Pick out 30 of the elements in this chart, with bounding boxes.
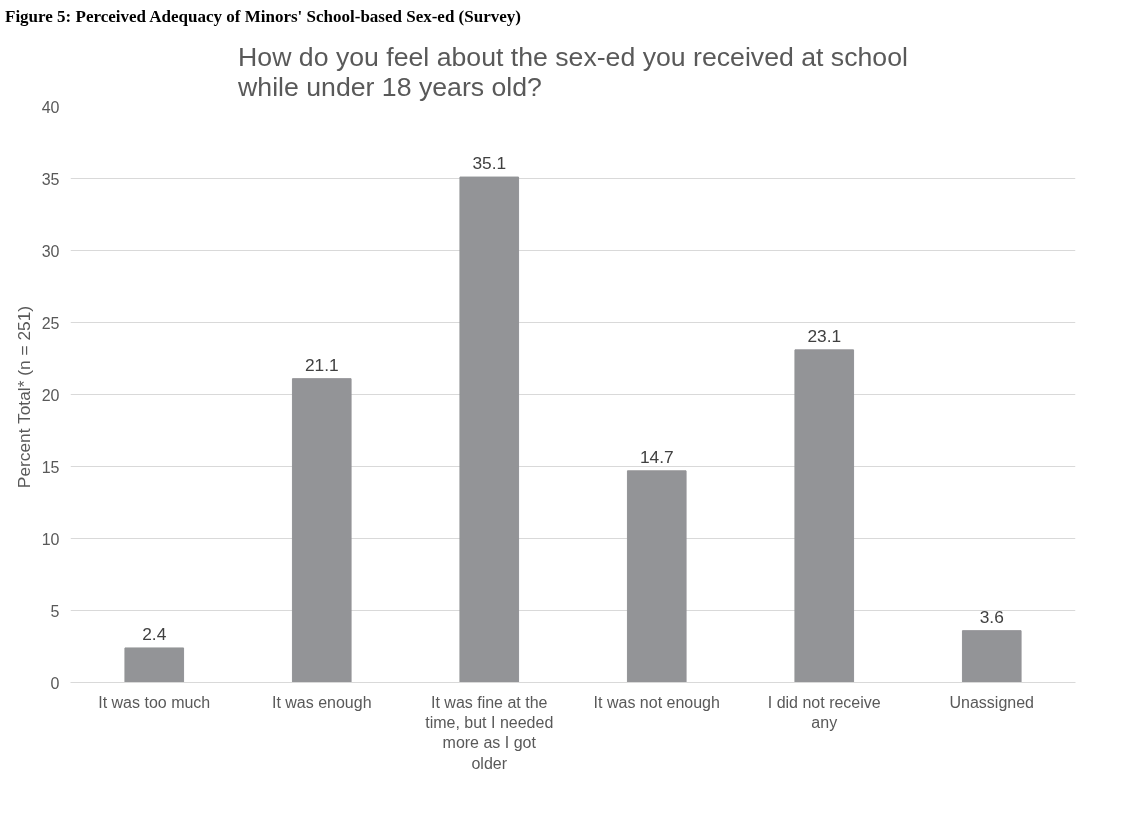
- x-tick-label: I did not receive any: [767, 693, 881, 732]
- y-axis-title: Percent Total* (n = 251): [13, 306, 34, 489]
- caption: Figure 5: Perceived Adequacy of Minors' School-based Sex-ed (Survey): [5, 6, 521, 28]
- data-label: 21.1: [304, 354, 339, 375]
- y-tick-label: 40: [41, 98, 60, 116]
- y-tick-label: 0: [50, 674, 60, 692]
- data-label: 14.7: [639, 447, 674, 468]
- x-tick-label: It was fine at the time, but I needed more as I got older: [425, 693, 554, 772]
- bar: [626, 470, 687, 683]
- bar: [124, 647, 185, 683]
- data-label: 2.4: [142, 624, 167, 645]
- x-tick-label: Unassigned: [949, 693, 1034, 711]
- bar: [961, 630, 1022, 683]
- x-tick-label: It was too much: [98, 693, 211, 711]
- y-tick-label: 25: [41, 314, 60, 332]
- y-tick-label: 20: [41, 386, 60, 404]
- y-tick-label: 35: [41, 170, 60, 188]
- data-label: 35.1: [472, 153, 507, 174]
- y-tick-label: 30: [41, 242, 60, 260]
- x-tick-label: It was enough: [271, 693, 372, 711]
- bar: [459, 176, 520, 683]
- data-label: 23.1: [807, 326, 842, 347]
- y-tick-label: 5: [50, 602, 60, 620]
- y-tick-label: 15: [41, 458, 60, 476]
- x-tick-label: It was not enough: [593, 693, 720, 711]
- chart-title: How do you feel about the sex-ed you received at school while under 18 years old?: [237, 41, 908, 102]
- bar: [794, 349, 855, 683]
- y-tick-label: 10: [41, 530, 60, 548]
- bar: [291, 378, 352, 683]
- data-label: 3.6: [979, 606, 1004, 627]
